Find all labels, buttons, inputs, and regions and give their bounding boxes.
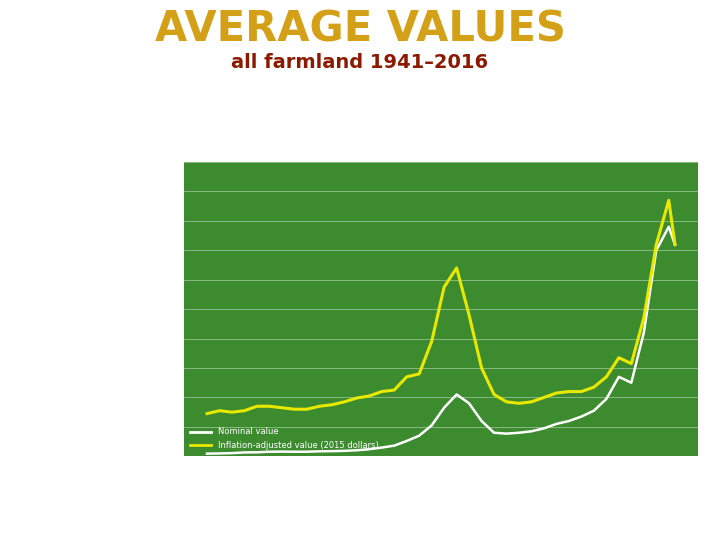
Inflation-adjusted value (2015 dollars) bbox=[215, 408, 224, 414]
Inflation-adjusted value (2015 dollars) bbox=[265, 403, 274, 409]
Inflation-adjusted value (2015 dollars) bbox=[415, 370, 423, 377]
Inflation-adjusted value (2015 dollars) bbox=[564, 388, 573, 395]
Inflation-adjusted value (2015 dollars) bbox=[440, 284, 449, 291]
Inflation-adjusted value (2015 dollars) bbox=[278, 404, 287, 411]
Nominal value bbox=[377, 444, 386, 451]
Nominal value bbox=[390, 442, 399, 449]
Nominal value bbox=[440, 404, 449, 411]
Inflation-adjusted value (2015 dollars) bbox=[353, 395, 361, 401]
Nominal value bbox=[652, 247, 661, 253]
Inflation-adjusted value (2015 dollars) bbox=[240, 408, 249, 414]
Inflation-adjusted value (2015 dollars) bbox=[203, 410, 212, 417]
Nominal value bbox=[602, 396, 611, 402]
Nominal value bbox=[315, 448, 323, 455]
Nominal value bbox=[302, 449, 311, 455]
Nominal value bbox=[577, 413, 585, 420]
Inflation-adjusted value (2015 dollars) bbox=[639, 315, 648, 321]
Nominal value bbox=[665, 224, 673, 230]
Nominal value bbox=[477, 418, 486, 424]
Inflation-adjusted value (2015 dollars) bbox=[590, 384, 598, 390]
Nominal value bbox=[590, 408, 598, 414]
Inflation-adjusted value (2015 dollars) bbox=[503, 399, 511, 405]
Nominal value bbox=[503, 430, 511, 437]
Title: Iowa Nominal and Inflation-adjusted Farmland Values 1941
-2016: Iowa Nominal and Inflation-adjusted Farm… bbox=[274, 138, 608, 160]
Inflation-adjusted value (2015 dollars) bbox=[290, 406, 299, 413]
Inflation-adjusted value (2015 dollars) bbox=[652, 241, 661, 248]
Nominal value bbox=[639, 329, 648, 336]
Inflation-adjusted value (2015 dollars) bbox=[340, 399, 348, 405]
Text: IOWA STATE UNIVERSITY: IOWA STATE UNIVERSITY bbox=[14, 498, 226, 514]
Nominal value bbox=[402, 438, 411, 444]
Line: Inflation-adjusted value (2015 dollars): Inflation-adjusted value (2015 dollars) bbox=[207, 200, 675, 414]
Inflation-adjusted value (2015 dollars) bbox=[490, 392, 498, 398]
Inflation-adjusted value (2015 dollars) bbox=[253, 403, 261, 409]
Text: $7,183
As of
Nov. 16: $7,183 As of Nov. 16 bbox=[28, 206, 116, 275]
Nominal value bbox=[552, 421, 561, 427]
Inflation-adjusted value (2015 dollars) bbox=[671, 241, 680, 248]
Y-axis label: Land Value ($ per acre): Land Value ($ per acre) bbox=[138, 256, 147, 362]
Inflation-adjusted value (2015 dollars) bbox=[390, 387, 399, 393]
Inflation-adjusted value (2015 dollars) bbox=[527, 399, 536, 405]
Nominal value bbox=[240, 449, 249, 456]
Inflation-adjusted value (2015 dollars) bbox=[615, 354, 624, 361]
Legend: Nominal value, Inflation-adjusted value (2015 dollars): Nominal value, Inflation-adjusted value … bbox=[188, 425, 381, 452]
Text: Ag Decision Maker: Ag Decision Maker bbox=[557, 511, 698, 526]
Nominal value bbox=[428, 422, 436, 429]
Inflation-adjusted value (2015 dollars) bbox=[377, 388, 386, 395]
Inflation-adjusted value (2015 dollars) bbox=[552, 390, 561, 396]
Nominal value bbox=[203, 450, 212, 457]
Inflation-adjusted value (2015 dollars) bbox=[627, 360, 636, 367]
Nominal value bbox=[215, 450, 224, 457]
Line: Nominal value: Nominal value bbox=[207, 227, 675, 454]
Inflation-adjusted value (2015 dollars) bbox=[315, 403, 323, 409]
Inflation-adjusted value (2015 dollars) bbox=[465, 312, 474, 318]
Nominal value bbox=[615, 374, 624, 380]
Inflation-adjusted value (2015 dollars) bbox=[602, 374, 611, 380]
Nominal value bbox=[290, 449, 299, 455]
Text: -5.9%: -5.9% bbox=[35, 380, 109, 403]
Nominal value bbox=[452, 392, 461, 398]
Nominal value bbox=[353, 447, 361, 454]
Nominal value bbox=[415, 433, 423, 439]
Nominal value bbox=[265, 449, 274, 455]
Nominal value bbox=[253, 449, 261, 456]
Nominal value bbox=[328, 448, 336, 454]
Nominal value bbox=[564, 418, 573, 424]
Nominal value bbox=[490, 429, 498, 436]
Nominal value bbox=[228, 450, 236, 456]
Inflation-adjusted value (2015 dollars) bbox=[577, 388, 585, 395]
Inflation-adjusted value (2015 dollars) bbox=[228, 409, 236, 415]
Nominal value bbox=[365, 446, 374, 453]
Nominal value bbox=[278, 448, 287, 455]
Inflation-adjusted value (2015 dollars) bbox=[477, 365, 486, 372]
Inflation-adjusted value (2015 dollars) bbox=[665, 197, 673, 204]
Inflation-adjusted value (2015 dollars) bbox=[328, 402, 336, 408]
Inflation-adjusted value (2015 dollars) bbox=[365, 393, 374, 399]
Inflation-adjusted value (2015 dollars) bbox=[428, 338, 436, 345]
Nominal value bbox=[627, 380, 636, 386]
Text: AVERAGE VALUES: AVERAGE VALUES bbox=[155, 9, 565, 51]
Nominal value bbox=[671, 242, 680, 248]
Nominal value bbox=[527, 428, 536, 435]
Text: all farmland 1941–2016: all farmland 1941–2016 bbox=[231, 52, 489, 72]
Nominal value bbox=[340, 448, 348, 454]
Text: Extension and Outreach/Department of Economics: Extension and Outreach/Department of Eco… bbox=[14, 523, 263, 533]
Nominal value bbox=[540, 425, 549, 431]
Inflation-adjusted value (2015 dollars) bbox=[452, 265, 461, 271]
Inflation-adjusted value (2015 dollars) bbox=[540, 394, 549, 401]
Nominal value bbox=[515, 429, 523, 436]
Inflation-adjusted value (2015 dollars) bbox=[302, 406, 311, 413]
Inflation-adjusted value (2015 dollars) bbox=[515, 400, 523, 407]
Inflation-adjusted value (2015 dollars) bbox=[402, 374, 411, 380]
Nominal value bbox=[465, 400, 474, 407]
